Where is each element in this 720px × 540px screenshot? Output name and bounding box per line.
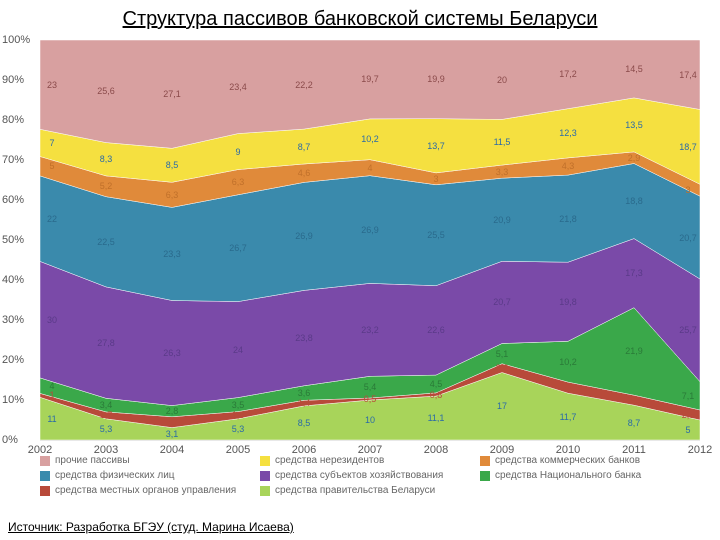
legend-label: средства нерезидентов: [275, 455, 384, 466]
y-axis-label: 30%: [2, 314, 24, 326]
legend-item: средства физических лиц: [40, 470, 260, 481]
y-axis-label: 0%: [2, 434, 18, 446]
legend-item: средства правительства Беларуси: [260, 485, 480, 496]
legend-swatch: [260, 486, 270, 496]
source-text: Источник: Разработка БГЭУ (студ. Марина …: [8, 520, 294, 534]
legend-label: средства Национального банка: [495, 470, 641, 481]
y-axis-label: 80%: [2, 114, 24, 126]
y-axis-label: 20%: [2, 354, 24, 366]
y-axis-label: 50%: [2, 234, 24, 246]
legend-label: средства правительства Беларуси: [275, 485, 435, 496]
chart-area: 0%10%20%30%40%50%60%70%80%90%100%2002200…: [40, 40, 700, 440]
legend-swatch: [480, 471, 490, 481]
chart-title: Структура пассивов банковской системы Бе…: [0, 0, 720, 31]
legend-swatch: [260, 471, 270, 481]
y-axis-label: 40%: [2, 274, 24, 286]
y-axis-label: 10%: [2, 394, 24, 406]
legend-label: средства субъектов хозяйствования: [275, 470, 443, 481]
legend-item: средства субъектов хозяйствования: [260, 470, 480, 481]
y-axis-label: 70%: [2, 154, 24, 166]
legend-item: прочие пассивы: [40, 455, 260, 466]
y-axis-label: 90%: [2, 74, 24, 86]
legend-item: средства Национального банка: [480, 470, 700, 481]
legend-item: средства нерезидентов: [260, 455, 480, 466]
legend-swatch: [40, 471, 50, 481]
y-axis-label: 100%: [2, 34, 30, 46]
legend-swatch: [40, 456, 50, 466]
legend-swatch: [480, 456, 490, 466]
legend-label: средства коммерческих банков: [495, 455, 640, 466]
legend-label: средства местных органов управления: [55, 485, 236, 496]
legend-item: средства местных органов управления: [40, 485, 260, 496]
legend: прочие пассивы средства нерезидентов средс…: [40, 455, 700, 500]
legend-label: средства физических лиц: [55, 470, 175, 481]
gridline: [40, 440, 700, 441]
stacked-area-svg: [40, 40, 700, 440]
legend-label: прочие пассивы: [55, 455, 130, 466]
legend-item: средства коммерческих банков: [480, 455, 700, 466]
legend-swatch: [40, 486, 50, 496]
y-axis-label: 60%: [2, 194, 24, 206]
legend-swatch: [260, 456, 270, 466]
